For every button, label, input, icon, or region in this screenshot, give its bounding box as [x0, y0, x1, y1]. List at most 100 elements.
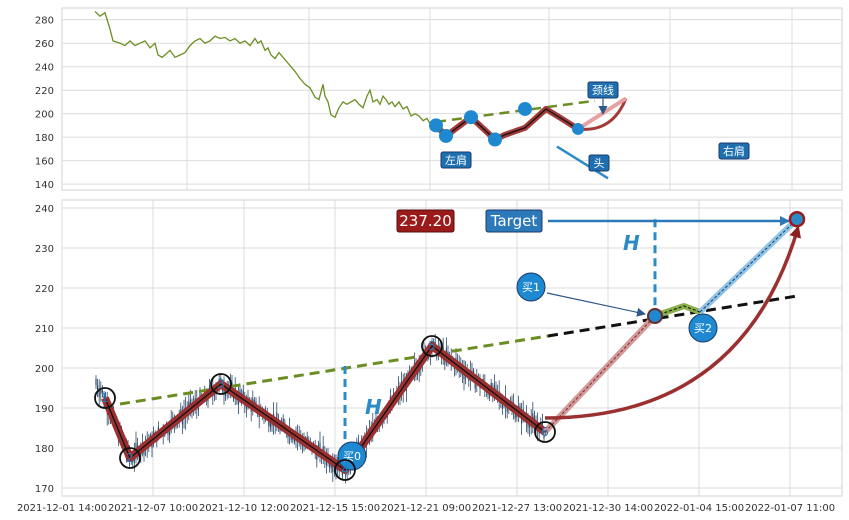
bottom-x-tick-labels: 2021-12-01 14:00 2021-12-07 10:00 2021-12-… — [17, 503, 835, 514]
candle-body — [287, 433, 289, 438]
candle-body — [330, 462, 332, 469]
bottom-x-tick: 2021-12-21 09:00 — [381, 503, 471, 514]
top-target-curve — [577, 97, 628, 131]
wave-point-label: 4 — [341, 463, 349, 477]
wave-point-label: 2 — [126, 451, 134, 465]
target-label-box — [485, 209, 543, 233]
bottom-neckline-extension — [547, 294, 798, 338]
candle-body — [332, 462, 334, 473]
buy1-label: 买1 — [522, 281, 540, 294]
candle-body — [514, 411, 516, 419]
top-annotation-box — [440, 151, 472, 169]
candle-body — [474, 380, 476, 389]
bottom-x-tick: 2021-12-10 12:00 — [199, 503, 289, 514]
measure-label-left: H — [365, 395, 382, 419]
candle-body — [98, 388, 100, 398]
top-annotations: 左肩 颈线头 右肩 — [440, 81, 750, 172]
top-y-tick: 240 — [35, 63, 54, 74]
breakout-line — [544, 315, 656, 433]
bottom-y-tick: 190 — [35, 404, 54, 415]
candle-body — [541, 422, 543, 427]
candle-body — [268, 420, 270, 426]
candle-body — [197, 405, 199, 411]
top-projection-line — [556, 145, 609, 180]
candle-body — [290, 435, 292, 440]
candle-body — [169, 427, 171, 436]
target-label: Target — [490, 212, 538, 230]
top-point-marker — [518, 101, 532, 116]
top-annotation-box — [718, 142, 750, 160]
bottom-annotations: H H 237.20 Target 买1 买2 买0 — [337, 209, 806, 471]
top-point-marker — [439, 128, 453, 143]
bottom-y-tick: 200 — [35, 364, 54, 375]
top-panel: 140 160 180 200 220 240 260 280 左肩 颈线头 右肩 — [35, 7, 843, 191]
top-point-marker — [429, 118, 443, 133]
top-y-tick-labels: 140 160 180 200 220 240 260 280 — [35, 16, 54, 191]
candle-body — [242, 390, 244, 398]
target-line — [699, 218, 798, 313]
candle-body — [95, 379, 97, 386]
bottom-y-tick: 180 — [35, 444, 54, 455]
wave-point-marker — [210, 373, 232, 395]
bottom-y-tick: 210 — [35, 324, 54, 335]
target-value-box — [396, 209, 455, 233]
candle-body — [532, 413, 534, 422]
top-y-tick: 200 — [35, 110, 54, 121]
bottom-x-tick: 2021-12-30 14:00 — [563, 503, 653, 514]
candle-body — [445, 348, 447, 356]
top-annotation-box — [588, 154, 610, 172]
candle-body — [439, 345, 441, 349]
top-annotation-label: 颈线 — [592, 83, 614, 97]
target-curve-arrow — [544, 225, 801, 420]
buy1-pointer — [546, 292, 646, 317]
candle-body — [493, 384, 495, 391]
top-point-marker — [488, 132, 502, 147]
candle-body — [490, 382, 492, 389]
top-y-tick: 180 — [35, 133, 54, 144]
candle-body — [97, 385, 99, 391]
wave-point-marker — [119, 447, 141, 469]
top-point-marker — [572, 122, 584, 135]
wave-point-marker — [421, 335, 443, 357]
candle-body — [276, 412, 278, 421]
bottom-x-tick: 2021-12-01 14:00 — [17, 503, 107, 514]
top-price-line — [94, 11, 436, 127]
bottom-x-tick: 2021-12-27 13:00 — [472, 503, 562, 514]
candle-body — [489, 393, 491, 398]
candle-body — [143, 450, 145, 455]
wave-point-label: 1 — [101, 391, 109, 405]
bottom-y-tick-labels: 170 180 190 200 210 220 230 240 — [35, 204, 54, 495]
candle-body — [220, 378, 222, 381]
top-annotation-label: 左肩 — [445, 153, 467, 167]
top-y-tick: 140 — [35, 180, 54, 191]
buy2-label: 买2 — [694, 322, 712, 335]
candle-body — [506, 406, 508, 412]
pullback-line — [654, 305, 701, 317]
candle-body — [199, 391, 201, 399]
bottom-x-tick: 2022-01-04 15:00 — [654, 503, 744, 514]
candle-body — [322, 446, 324, 454]
top-y-tick: 280 — [35, 16, 54, 27]
top-annotation-label: 右肩 — [723, 144, 745, 158]
candle-body — [316, 452, 318, 461]
top-gridlines — [62, 8, 842, 190]
candle-body — [319, 443, 321, 452]
top-y-tick: 220 — [35, 86, 54, 97]
top-neckline — [435, 99, 596, 124]
bottom-gridlines — [61, 200, 842, 496]
candle-body — [101, 390, 103, 393]
top-y-tick: 260 — [35, 39, 54, 50]
candle-body — [189, 399, 191, 407]
bottom-y-tick: 230 — [35, 244, 54, 255]
bottom-y-tick: 240 — [35, 204, 54, 215]
candle-body — [538, 431, 540, 434]
top-markers — [429, 101, 584, 147]
buy2-badge — [688, 313, 718, 343]
target-value-label: 237.20 — [399, 212, 452, 230]
buy1-marker — [647, 308, 663, 324]
buy0-badge — [337, 441, 367, 471]
wave-points: 1 2 3 4 5 6 — [94, 335, 556, 481]
wave-point-label: 3 — [217, 377, 225, 391]
candle-body — [471, 370, 473, 373]
